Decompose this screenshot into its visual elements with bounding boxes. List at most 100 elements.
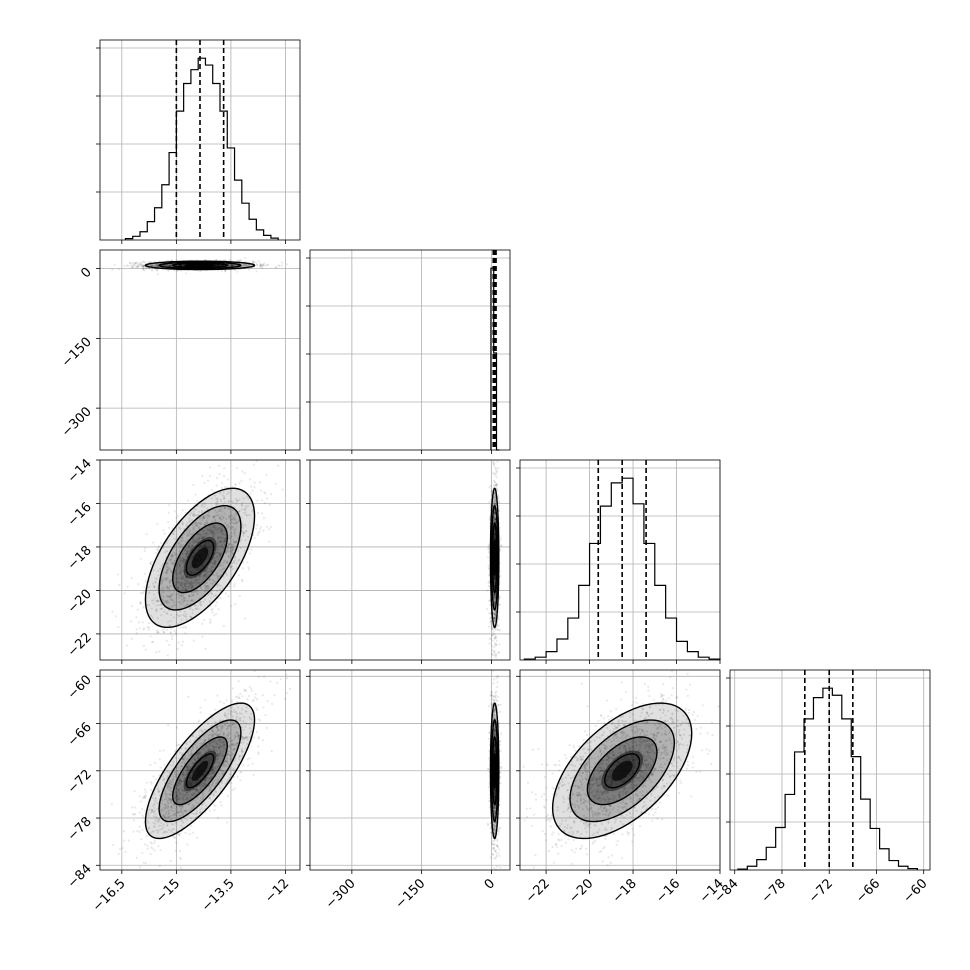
scatter-point — [262, 529, 265, 532]
scatter-point — [206, 584, 209, 588]
scatter-point — [488, 604, 492, 607]
y-tick-label: −22 — [65, 630, 95, 660]
scatter-point — [181, 536, 184, 539]
scatter-point — [154, 264, 157, 268]
scatter-point — [154, 264, 157, 268]
scatter-point — [207, 514, 210, 517]
scatter-point — [215, 531, 218, 534]
scatter-point — [493, 580, 496, 583]
scatter-point — [219, 551, 222, 555]
scatter-point — [181, 559, 184, 562]
scatter-point — [497, 615, 500, 618]
scatter-point — [251, 261, 254, 264]
scatter-point — [186, 599, 189, 603]
x-tick-label: −60 — [901, 876, 931, 906]
scatter-point — [160, 603, 163, 606]
scatter-point — [204, 568, 207, 571]
scatter-point — [207, 574, 210, 577]
scatter-point — [191, 532, 194, 536]
scatter-point — [219, 553, 222, 556]
scatter-point — [493, 501, 496, 504]
scatter-point — [493, 612, 497, 616]
scatter-point — [248, 552, 252, 555]
scatter-point — [246, 504, 249, 507]
scatter-point — [265, 525, 268, 528]
panel-frame — [519, 459, 721, 661]
scatter-point — [243, 264, 246, 267]
scatter-point — [498, 603, 502, 606]
scatter-point — [495, 488, 499, 491]
scatter-point — [234, 518, 237, 522]
scatter-point — [252, 463, 256, 466]
scatter-point — [493, 519, 496, 522]
histogram-panel — [306, 249, 511, 454]
scatter-point — [201, 537, 204, 540]
scatter-point — [493, 512, 496, 515]
scatter-point — [213, 523, 216, 527]
scatter-point — [150, 268, 153, 271]
scatter-point — [185, 552, 188, 556]
scatter-point — [238, 558, 241, 561]
scatter-point — [197, 540, 200, 543]
scatter-point — [493, 592, 497, 596]
scatter-point — [198, 521, 201, 525]
scatter-point — [206, 517, 209, 520]
scatter-point — [212, 541, 216, 544]
scatter-point — [186, 499, 190, 502]
scatter-point — [210, 531, 213, 534]
scatter-point — [215, 529, 218, 532]
scatter-point — [181, 264, 185, 267]
scatter-point — [230, 545, 233, 549]
panel-frame — [309, 249, 511, 451]
scatter-point — [166, 654, 169, 657]
scatter-point — [493, 578, 496, 581]
scatter-point — [148, 626, 151, 629]
scatter-point — [493, 578, 497, 581]
scatter-point — [234, 518, 237, 521]
scatter-point — [232, 517, 235, 520]
scatter-point — [204, 534, 207, 537]
scatter-point — [167, 263, 170, 267]
scatter-point — [191, 571, 195, 574]
scatter-point — [187, 528, 190, 531]
scatter-point — [225, 486, 229, 489]
x-tick-label: −13.5 — [199, 876, 238, 915]
scatter-point — [166, 594, 169, 597]
scatter-point — [487, 567, 491, 570]
scatter-point — [187, 585, 190, 588]
scatter-point — [201, 635, 204, 638]
scatter-point — [493, 642, 496, 645]
scatter-point — [493, 462, 496, 465]
scatter-point — [189, 571, 192, 574]
scatter-point — [182, 575, 185, 578]
scatter-point — [225, 561, 228, 564]
scatter-point — [213, 553, 216, 556]
scatter-point — [199, 568, 202, 571]
scatter-point — [268, 528, 271, 531]
scatter-point — [218, 588, 222, 591]
scatter-point — [160, 594, 163, 597]
scatter-point — [263, 491, 266, 494]
contour-line — [171, 262, 229, 269]
scatter-point — [180, 539, 183, 543]
scatter-point — [179, 614, 182, 617]
scatter-point — [185, 626, 188, 629]
scatter-point — [237, 559, 240, 562]
scatter-point — [182, 577, 185, 580]
scatter-point — [217, 264, 220, 267]
scatter-point — [173, 629, 176, 632]
scatter-point — [222, 497, 226, 500]
scatter-point — [157, 545, 160, 548]
scatter-point — [186, 534, 189, 537]
scatter-point — [130, 264, 133, 267]
scatter-point — [192, 531, 195, 534]
scatter-point — [489, 484, 492, 488]
scatter-point — [493, 499, 496, 502]
scatter-point — [211, 529, 214, 532]
scatter-point — [142, 264, 145, 267]
scatter-point — [236, 499, 239, 503]
scatter-point — [183, 625, 186, 628]
scatter-point — [147, 586, 150, 589]
scatter-point — [210, 592, 213, 595]
scatter-point — [218, 264, 221, 267]
